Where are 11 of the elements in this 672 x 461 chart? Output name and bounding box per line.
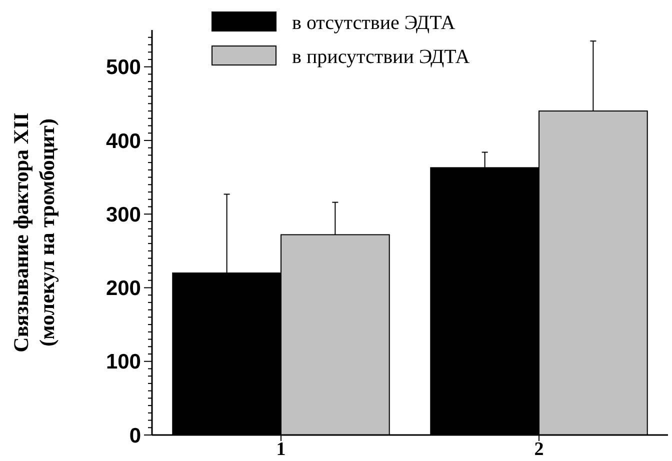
x-tick-label: 1 [276, 439, 286, 460]
y-axis-title: Связывание фактора XII (молекул на тромбоцит) [9, 112, 59, 352]
y-tick-label: 400 [106, 130, 141, 153]
y-tick-label: 500 [106, 56, 141, 80]
y-tick-label: 300 [106, 203, 141, 226]
legend-label: в присутствии ЭДТА [292, 46, 470, 68]
y-tick-label: 0 [129, 424, 141, 448]
legend-label: в отсутствие ЭДТА [292, 12, 456, 34]
y-tick-label: 100 [106, 350, 141, 374]
y-tick-label: 200 [106, 277, 141, 300]
x-tick-label: 2 [534, 439, 544, 460]
